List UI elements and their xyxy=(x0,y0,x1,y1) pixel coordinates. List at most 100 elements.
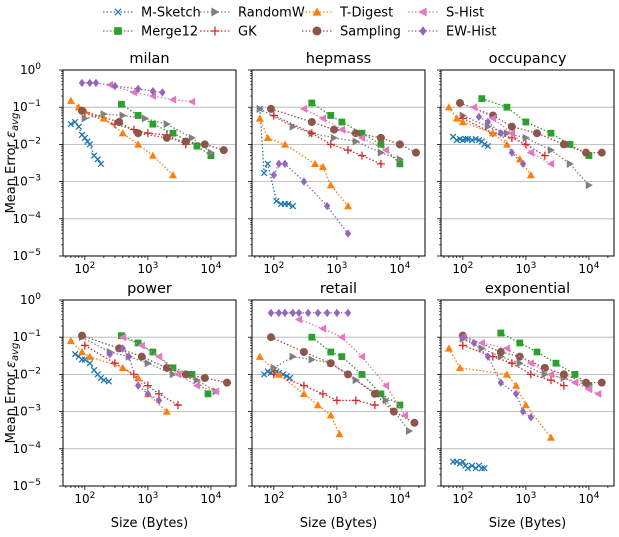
data-point xyxy=(456,460,464,467)
data-point xyxy=(335,429,344,438)
data-point xyxy=(582,378,591,387)
data-point xyxy=(311,159,320,168)
data-point xyxy=(300,177,308,186)
data-point xyxy=(559,370,568,379)
data-point xyxy=(285,200,292,208)
data-point xyxy=(508,148,516,157)
data-point xyxy=(118,332,125,340)
series-s-hist xyxy=(118,333,220,396)
panel-exponential: 102 103 104 exponential Size (Bytes) xyxy=(437,281,615,531)
panel-title: milan xyxy=(129,51,169,67)
data-point xyxy=(351,396,360,405)
series-ew-hist xyxy=(459,333,535,422)
data-point xyxy=(455,98,464,107)
data-point xyxy=(546,159,555,168)
data-point xyxy=(181,370,190,379)
data-point xyxy=(370,401,379,410)
data-point xyxy=(173,401,182,410)
data-point xyxy=(497,329,505,337)
panel-title: exponential xyxy=(485,281,570,297)
data-point xyxy=(207,148,215,157)
data-point xyxy=(323,201,331,211)
data-point xyxy=(481,464,488,472)
data-point xyxy=(396,155,404,164)
tick-exponent: 4 xyxy=(405,491,411,501)
axes-frame xyxy=(251,299,426,487)
series-sampling xyxy=(266,333,419,427)
x-tick-label: 103 xyxy=(137,261,158,276)
data-point xyxy=(585,181,593,190)
legend-marker xyxy=(114,8,122,16)
data-point xyxy=(585,152,593,159)
x-tick-label: 104 xyxy=(389,491,410,506)
data-point xyxy=(255,114,264,122)
data-point xyxy=(134,381,142,390)
data-point xyxy=(118,363,127,372)
legend-entry-m-sketch: M-Sketch xyxy=(103,6,201,21)
data-point xyxy=(526,370,535,379)
data-point xyxy=(275,308,283,318)
series-s-hist xyxy=(105,80,196,106)
x-tick-label: 104 xyxy=(200,261,221,276)
data-point xyxy=(488,114,497,123)
data-point xyxy=(66,336,75,345)
series-line xyxy=(462,344,565,387)
y-tick-label: 10−5 xyxy=(12,478,41,493)
tick-exponent: 2 xyxy=(468,261,474,271)
tick-exponent: −2 xyxy=(28,366,41,376)
series-sampling xyxy=(77,106,228,155)
data-point xyxy=(540,363,549,372)
data-point xyxy=(532,129,541,138)
data-point xyxy=(357,352,366,361)
data-point xyxy=(304,308,312,318)
tick-exponent: −1 xyxy=(28,329,41,339)
data-point xyxy=(338,118,346,126)
data-point xyxy=(503,103,511,111)
data-point xyxy=(299,389,308,398)
tick-exponent: −3 xyxy=(28,174,41,184)
data-point xyxy=(154,352,163,361)
series-t-digest xyxy=(255,352,344,438)
panel-title: power xyxy=(127,281,172,297)
data-point xyxy=(266,333,275,342)
data-point xyxy=(173,370,182,379)
data-point xyxy=(484,352,492,361)
data-point xyxy=(377,390,385,398)
data-point xyxy=(526,171,535,179)
x-tick-label: 103 xyxy=(137,491,158,506)
x-axis-label: Size (Bytes) xyxy=(300,516,377,531)
legend-entry-sampling: Sampling xyxy=(302,25,401,40)
series-m-sketch xyxy=(260,366,294,382)
data-point xyxy=(507,122,516,131)
axes-frame xyxy=(62,69,237,257)
data-point xyxy=(522,133,530,142)
data-point xyxy=(559,140,568,149)
data-point xyxy=(314,308,322,318)
series-m-sketch xyxy=(67,118,105,168)
series-sampling xyxy=(455,98,606,157)
tick-exponent: 0 xyxy=(35,292,41,302)
data-point xyxy=(193,376,201,385)
axes-frame xyxy=(62,299,237,487)
data-point xyxy=(396,160,404,168)
series-line xyxy=(273,355,410,432)
data-point xyxy=(77,106,86,115)
data-point xyxy=(502,370,511,378)
tick-exponent: 4 xyxy=(594,261,600,271)
data-point xyxy=(299,381,308,390)
tick-exponent: 3 xyxy=(153,261,159,271)
data-point xyxy=(143,381,152,390)
data-point xyxy=(484,122,492,131)
data-point xyxy=(515,155,524,163)
data-point xyxy=(106,349,114,359)
data-point xyxy=(352,137,360,146)
data-point xyxy=(444,344,453,352)
tick-exponent: −4 xyxy=(28,211,42,221)
series-line xyxy=(462,114,590,186)
legend-marker xyxy=(312,26,322,36)
data-point xyxy=(343,370,352,379)
series-sampling xyxy=(266,104,421,157)
x-tick-label: 102 xyxy=(74,491,95,506)
data-point xyxy=(219,146,228,155)
data-point xyxy=(281,308,289,318)
